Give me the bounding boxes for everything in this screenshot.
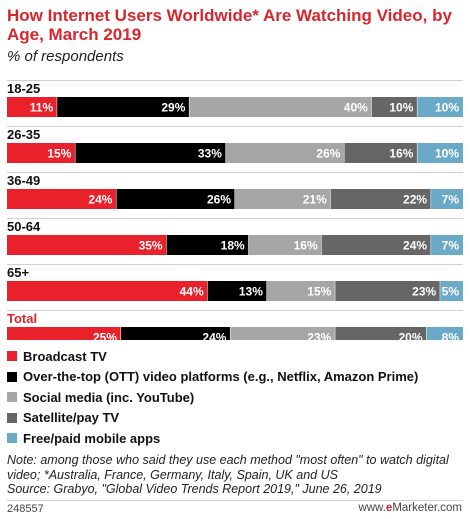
source-text: Source: Grabyo, "Global Video Trends Rep… [7,482,382,496]
category-label-18-25: 18-25 [7,81,40,96]
bar-segment-18-25-4 [371,97,418,117]
legend-label: Broadcast TV [23,348,107,364]
legend-label: Free/paid mobile apps [23,430,161,446]
bar-segment-50-64-2 [166,235,249,255]
data-label-36-49-1: 24% [88,193,112,207]
legend-item-4: Satellite/pay TV [7,408,467,429]
data-label-36-49-2: 26% [207,193,231,207]
data-label-26-35-2: 33% [198,147,222,161]
bar-segment-26-35-3 [225,143,345,163]
data-label-18-25-2: 29% [161,101,185,115]
data-label-18-25-3: 40% [344,101,368,115]
legend-swatch [7,433,17,444]
bar-segment-50-64-5 [431,235,463,255]
data-label-65-5: 5% [442,285,460,299]
legend: Broadcast TV Over-the-top (OTT) video pla… [7,346,467,449]
bar-segment-total-5 [426,327,463,340]
legend-swatch [7,351,17,362]
data-label-65-3: 15% [307,285,331,299]
note-text: Note: among those who said they use each… [7,453,449,482]
bar-segment-50-64-1 [7,235,167,255]
bar-segment-36-49-5 [431,189,463,209]
bar-segment-65-1 [7,281,208,301]
bar-segment-50-64-4 [321,235,432,255]
data-label-50-64-3: 16% [294,239,318,253]
bar-segment-total-3 [230,327,336,340]
bar-segment-total-1 [7,327,121,340]
category-label-26-35: 26-35 [7,127,40,142]
legend-label: Social media (inc. YouTube) [23,389,195,405]
bar-segment-26-35-4 [344,143,418,163]
legend-label: Over-the-top (OTT) video platforms (e.g.… [23,369,419,385]
legend-swatch [7,392,17,403]
category-label-36-49: 36-49 [7,173,40,188]
bar-segment-65-5 [440,281,463,301]
chart-title: How Internet Users Worldwide* Are Watchi… [7,6,452,44]
brand-prefix: www. [358,502,386,514]
bar-segment-36-49-3 [235,189,331,209]
bar-segment-36-49-1 [7,189,117,209]
brand-link[interactable]: www.eMarketer.com [358,502,462,514]
chart-subtitle: % of respondents [7,48,124,65]
data-label-total-2: 24% [202,331,226,341]
legend-item-1: Broadcast TV [7,346,467,367]
data-label-total-5: 8% [442,331,460,341]
data-label-50-64-1: 35% [139,239,163,253]
data-label-26-35-1: 15% [47,147,71,161]
category-label-65: 65+ [7,265,29,280]
legend-item-5: Free/paid mobile apps [7,428,467,449]
data-label-18-25-1: 11% [30,101,54,115]
data-label-50-64-5: 7% [442,239,460,253]
data-label-18-25-5: 10% [435,101,459,115]
bar-segment-36-49-4 [330,189,432,209]
data-label-26-35-3: 26% [316,147,340,161]
legend-swatch [7,412,17,423]
bar-segment-65-2 [207,281,267,301]
bar-segment-26-35-5 [417,143,463,163]
stacked-bar-chart: 18-25 11% 29% 40% 10% 10% 26-35 15% 33% 26% 16% 10%… [7,80,463,341]
bar-segment-18-25-2 [57,97,190,117]
bar-segment-36-49-2 [116,189,235,209]
data-label-18-25-4: 10% [389,101,413,115]
bar-segment-65-3 [266,281,336,301]
data-label-total-3: 23% [307,331,331,341]
data-label-26-35-5: 10% [435,147,459,161]
bar-segment-18-25-5 [417,97,463,117]
bar-segment-total-4 [335,327,427,340]
bar-segment-total-2 [121,327,231,340]
legend-item-2: Over-the-top (OTT) video platforms (e.g.… [7,367,467,388]
legend-swatch [7,371,17,382]
data-label-50-64-4: 24% [403,239,427,253]
legend-item-3: Social media (inc. YouTube) [7,387,467,408]
bar-segment-50-64-3 [248,235,322,255]
legend-label: Satellite/pay TV [23,410,120,426]
footer-divider [7,500,463,501]
bar-segment-26-35-2 [75,143,226,163]
data-label-total-1: 25% [93,331,117,341]
chart-notes: Note: among those who said they use each… [7,453,465,497]
data-label-36-49-3: 21% [303,193,327,207]
data-label-65-4: 23% [412,285,436,299]
bar-segment-65-4 [335,281,441,301]
bar-segment-18-25-1 [7,97,58,117]
bar-segment-26-35-1 [7,143,76,163]
category-label-total: Total [7,311,37,326]
data-label-total-4: 20% [398,331,422,341]
data-label-50-64-2: 18% [221,239,245,253]
brand-mark: e [385,502,393,514]
bar-segment-18-25-3 [189,97,372,117]
data-label-36-49-5: 7% [442,193,460,207]
data-label-65-2: 13% [239,285,263,299]
data-label-65-1: 44% [180,285,204,299]
data-label-26-35-4: 16% [389,147,413,161]
data-label-36-49-4: 22% [403,193,427,207]
category-label-50-64: 50-64 [7,219,41,234]
brand-suffix: Marketer.com [392,502,462,514]
chart-id: 248557 [7,503,44,515]
